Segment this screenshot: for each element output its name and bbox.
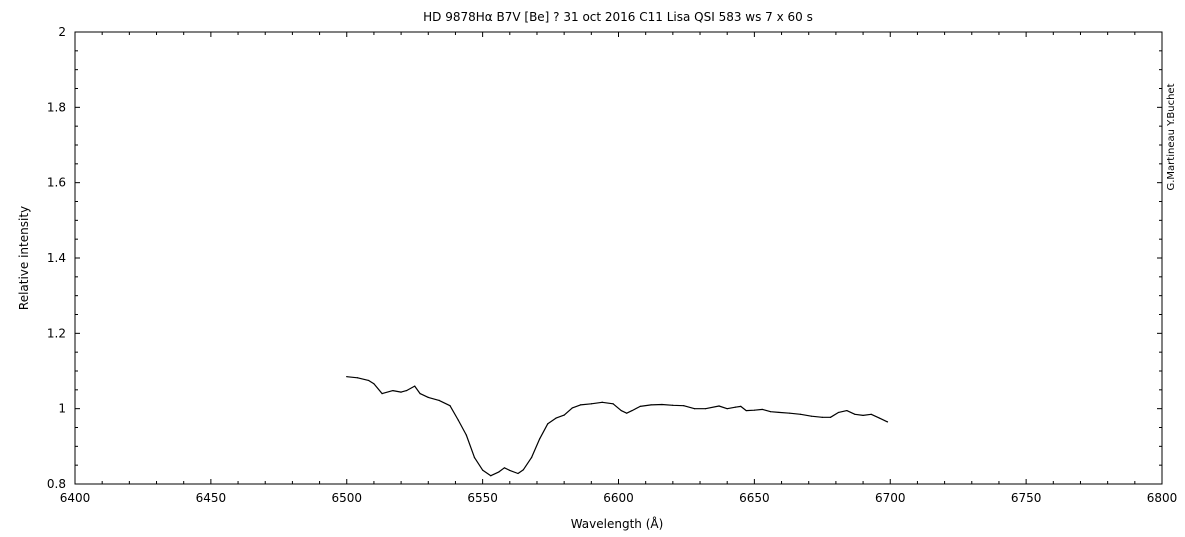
spectrum-point [414,385,416,387]
spectrum-point [346,376,348,378]
spectrum-point [509,469,511,472]
spectrum-point [745,409,747,412]
spectrum-point [854,413,856,415]
spectrum-point [838,411,840,414]
x-tick-label: 6750 [1011,491,1042,505]
spectrum-point [400,391,402,393]
y-tick-label: 1.6 [47,176,66,190]
spectrum-point [626,412,628,414]
spectrum-point [498,471,500,473]
spectrum-point [886,421,889,423]
spectrum-point [693,408,696,410]
x-tick-label: 6700 [875,491,906,505]
spectrum-point [427,396,429,398]
x-tick-label: 6450 [196,491,227,505]
y-tick-label: 0.8 [47,477,66,491]
spectrum-point [579,404,582,406]
spectrum-point [419,393,421,395]
series-layer [346,376,889,477]
x-tick-label: 6650 [739,491,770,505]
spectrum-point [381,393,383,395]
spectrum-point [457,419,459,421]
spectrum-point [373,383,375,385]
spectrum-point [878,417,880,419]
x-tick-label: 6400 [60,491,91,505]
spectrum-point [734,406,736,408]
spectrum-point [672,404,674,406]
spectrum-point [503,467,505,469]
spectrum-point [770,411,772,413]
spectrum-point [482,469,484,471]
spectrum-point [547,423,549,425]
spectrum-point [357,377,359,379]
spectrum-point [539,438,541,440]
spectrum-point [612,403,614,405]
spectrum-point [438,399,440,401]
x-tick-label: 6500 [331,491,362,505]
spectrum-point [789,412,791,414]
spectrum-point [639,405,641,408]
spectrum-point [740,405,742,408]
spectrum-point [601,401,603,403]
spectrum-point [571,407,573,409]
spectrum-point [367,379,370,382]
credit-label: G.Martineau Y.Buchet [1166,83,1177,190]
chart-title: HD 9878Hα B7V [Be] ? 31 oct 2016 C11 Lis… [423,10,813,24]
x-axis-label: Wavelength (Å) [571,516,664,531]
spectrum-point [392,389,394,392]
spectrum-point [473,457,476,459]
spectrum-point [726,408,728,410]
spectrum-point [778,411,780,414]
spectrum-point [718,405,720,407]
spectrum-point [465,434,467,436]
spectrum-point [522,469,524,471]
spectrum-point [846,409,848,412]
spectrum-point [862,414,864,417]
x-tick-label: 6600 [603,491,634,505]
y-tick-label: 1.8 [47,100,66,114]
spectrum-point [753,409,755,411]
y-tick-label: 1.2 [47,326,66,340]
x-axis-ticks: 6400 6450 6500 6550 6600 6650 6700 6750 6800 [60,32,1178,505]
plot-frame [74,31,1163,485]
spectrum-point [650,404,652,406]
spectrum-point [821,416,823,418]
x-tick-label: 6550 [467,491,498,505]
spectrum-point [829,416,832,418]
spectrum-point [704,408,707,410]
y-axis-ticks: 0.8 1 1.2 1.4 1.6 1.8 2 [47,25,1162,491]
y-tick-label: 1.4 [47,251,66,265]
spectrum-point [870,413,872,415]
spectrum-point [449,405,451,407]
spectrum-point [490,475,492,477]
spectrum-point [661,403,663,406]
spectrum-point [799,413,802,415]
spectrum-point [405,389,408,392]
x-tick-label: 6800 [1147,491,1178,505]
spectrum-point [761,408,764,411]
spectrum-line [346,376,888,477]
y-tick-label: 2 [58,25,66,39]
spectrum-point [620,409,622,412]
spectrum-point [517,472,519,475]
spectrum-point [530,457,533,459]
spectrum-point [683,405,685,407]
spectrum-point [563,414,565,416]
spectrum-point [810,415,813,417]
spectrum-point [631,409,633,412]
spectrum-point [555,417,557,419]
y-axis-label: Relative intensity [17,206,31,310]
spectrum-point [590,403,592,405]
y-tick-label: 1 [58,402,66,416]
